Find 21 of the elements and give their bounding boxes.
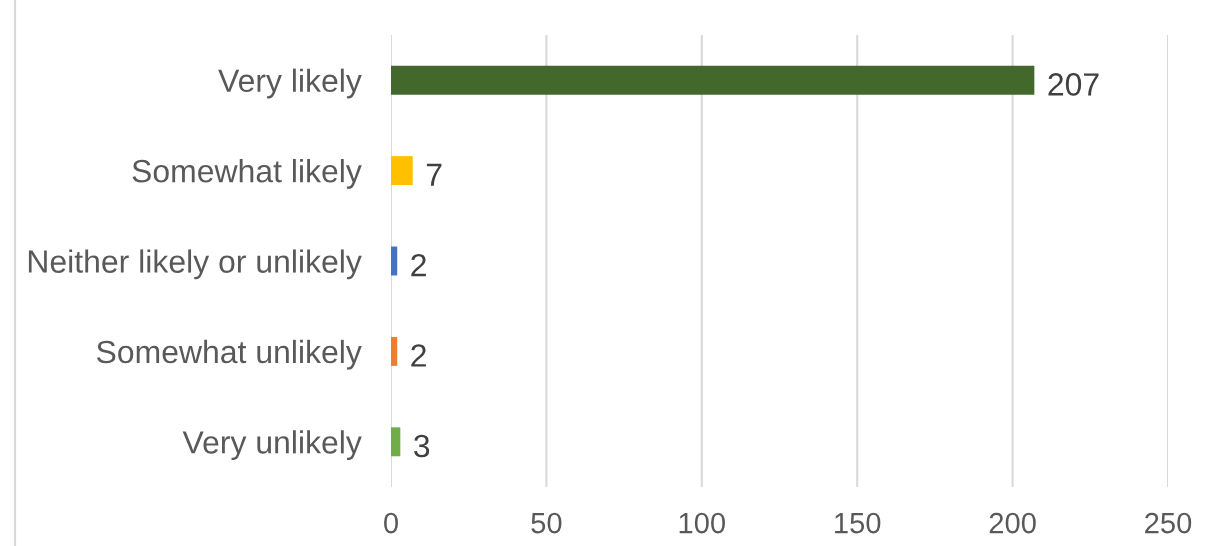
y-tick-label: Very likely bbox=[218, 68, 362, 99]
y-tick-label: Neither likely or unlikely bbox=[28, 249, 362, 280]
data-label: 207 bbox=[1048, 73, 1099, 96]
x-tick-label: 50 bbox=[531, 512, 562, 534]
y-tick-label: Somewhat likely bbox=[132, 159, 362, 189]
y-tick-label: Very unlikely bbox=[182, 430, 362, 460]
data-label: 2 bbox=[411, 344, 426, 367]
x-tick-label: 250 bbox=[1145, 512, 1192, 534]
x-tick-label: 150 bbox=[835, 512, 881, 534]
y-tick-label: Somewhat unlikely bbox=[96, 339, 362, 370]
bar bbox=[391, 246, 398, 276]
x-tick-label: 200 bbox=[989, 512, 1036, 534]
data-label: 3 bbox=[414, 434, 430, 458]
bar bbox=[391, 336, 398, 366]
data-label: 2 bbox=[411, 253, 426, 277]
bar bbox=[391, 65, 1035, 95]
bar bbox=[391, 156, 413, 186]
bar bbox=[391, 427, 401, 457]
x-tick-label: 0 bbox=[384, 512, 398, 534]
x-tick-label: 100 bbox=[679, 512, 725, 534]
data-label: 7 bbox=[426, 163, 442, 186]
